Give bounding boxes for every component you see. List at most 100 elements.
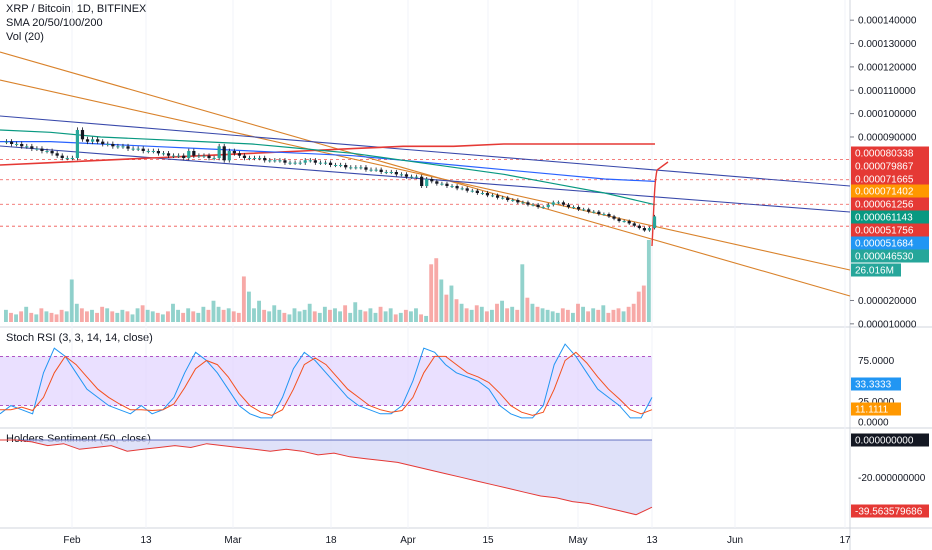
time-axis-label: 18 <box>325 535 337 546</box>
price-tag <box>851 197 929 211</box>
volume-bar <box>171 303 175 322</box>
candle-body <box>349 167 353 169</box>
volume-bar <box>469 309 474 322</box>
volume-bar <box>388 308 393 322</box>
channel-line-upper[interactable] <box>0 115 851 187</box>
trend-line-lower[interactable] <box>0 79 851 271</box>
candle-body <box>247 157 252 159</box>
volume-bar <box>95 312 99 322</box>
trend-line-upper[interactable] <box>0 51 851 297</box>
sentiment-fill <box>0 440 652 515</box>
volume-bar <box>459 303 464 322</box>
volume-bar <box>9 312 13 322</box>
candle-body <box>359 167 363 169</box>
channel-line-lower[interactable] <box>0 145 851 213</box>
candle-body <box>384 172 388 174</box>
volume-bar <box>560 308 565 322</box>
volume-bar <box>196 312 201 322</box>
volume-bar <box>510 306 515 322</box>
price-tag-label: 0.000079867 <box>855 162 914 173</box>
candle-body <box>637 225 641 229</box>
candle-body <box>602 214 606 216</box>
candle-body <box>55 153 59 156</box>
volume-bar <box>540 308 545 322</box>
volume-bar <box>424 315 429 322</box>
candle-body <box>531 204 535 206</box>
volume-bar <box>29 312 34 322</box>
candle-body <box>414 176 419 178</box>
price-tag-label: 0.000071402 <box>855 187 914 198</box>
holders-tick-label: -20.000000000 <box>858 473 926 484</box>
candle-body <box>440 183 444 185</box>
volume-bar <box>59 309 64 322</box>
candle-body <box>4 141 9 143</box>
candle-body <box>263 157 267 161</box>
candle-body <box>394 172 398 175</box>
volume-bar <box>565 309 570 322</box>
candle-body <box>166 153 171 156</box>
candle-body <box>485 193 490 196</box>
candle-body <box>50 150 54 154</box>
candle-body <box>217 146 221 158</box>
volume-bar <box>176 309 180 322</box>
volume-bar <box>348 312 353 322</box>
stoch-tick-label: 0.0000 <box>858 418 889 429</box>
volume-bar <box>601 305 606 322</box>
candle-body <box>369 169 373 171</box>
chart-title: XRP / Bitcoin, 1D, BITFINEX <box>6 3 147 15</box>
stoch-tag-label: 33.3333 <box>855 380 892 391</box>
candle-body <box>445 183 449 187</box>
volume-bar <box>581 306 585 322</box>
volume-bar <box>201 306 206 322</box>
candle-body <box>516 200 520 203</box>
volume-bar <box>343 305 348 322</box>
volume-bar <box>586 311 591 322</box>
time-axis-label: 17 <box>839 535 851 546</box>
volume-bar <box>287 314 292 322</box>
candle-body <box>20 143 24 147</box>
volume-bar <box>49 312 54 322</box>
time-axis-label: Jun <box>727 535 743 546</box>
stoch-rsi-k-line <box>0 343 653 419</box>
sentiment-line <box>0 439 653 516</box>
volume-bar <box>429 264 434 322</box>
price-tick-label: 0.000010000 <box>858 319 917 330</box>
volume-bar <box>267 311 272 322</box>
volume-bar <box>439 279 444 322</box>
volume-bar <box>186 308 191 322</box>
sma-indicator-label[interactable]: SMA 20/50/100/200 <box>6 17 103 29</box>
candle-body <box>521 202 525 204</box>
volume-bar <box>611 309 616 322</box>
price-tick-label: 0.000130000 <box>858 39 917 50</box>
candle-body <box>435 181 439 184</box>
volume-bar <box>216 306 221 322</box>
volume-bar <box>150 311 155 322</box>
volume-bar <box>490 309 494 322</box>
volume-bar <box>484 311 489 322</box>
volume-indicator-label[interactable]: Vol (20) <box>6 31 44 43</box>
price-tag <box>851 223 929 237</box>
volume-bar <box>231 311 236 322</box>
candle-body <box>460 188 464 190</box>
candle-body <box>546 204 550 208</box>
projection-arrow[interactable] <box>651 161 669 247</box>
stoch-rsi-d-line <box>0 351 653 416</box>
candle-body <box>450 186 454 188</box>
candle-body <box>576 207 581 210</box>
volume-bar <box>621 311 626 322</box>
candle-body <box>227 150 231 161</box>
volume-bar <box>277 309 282 322</box>
candle-body <box>116 146 120 148</box>
sma-50-line <box>0 129 656 206</box>
price-tick-label: 0.000110000 <box>858 86 916 97</box>
volume-bar <box>626 306 631 322</box>
stoch-tag-label: 11.1111 <box>855 405 889 416</box>
candle-body <box>197 155 201 157</box>
holders-tag <box>851 504 929 518</box>
candle-body <box>242 155 247 158</box>
volume-bar <box>74 303 79 322</box>
candle-body <box>511 200 515 202</box>
stoch-rsi-title[interactable]: Stoch RSI (3, 3, 14, 14, close) <box>6 332 153 344</box>
candle-body <box>597 211 601 215</box>
